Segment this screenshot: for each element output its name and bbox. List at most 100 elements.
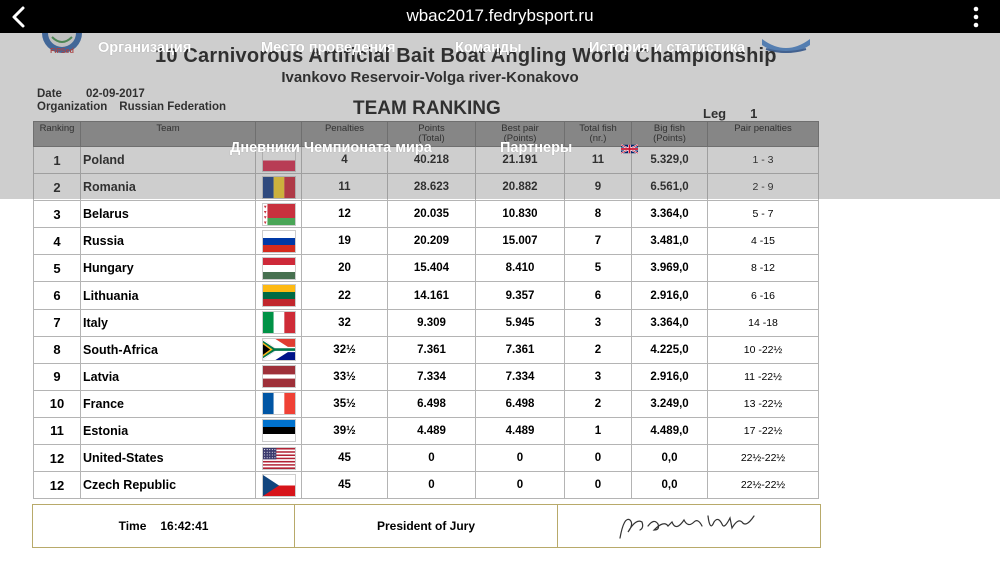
table-row: 7 Italy 32 9.309 5.945 3 3.364,0 14 -18 — [33, 308, 819, 337]
header-points: Points (Total) — [387, 121, 476, 147]
team-name-cell: United-States — [80, 444, 256, 473]
table-row: 1 Poland 4 40.218 21.191 11 5.329,0 1 - 3 — [33, 145, 819, 175]
penalties-cell: 45 — [301, 444, 388, 473]
results-document: FIPSed 10 Carnivorous Artificial Bait Bo… — [0, 33, 1000, 561]
latvia-flag-icon — [261, 365, 296, 389]
date-label: Date — [37, 88, 62, 100]
president-of-jury-cell: President of Jury — [295, 505, 558, 547]
nav-item-organization[interactable]: Организация — [98, 40, 192, 56]
total-fish-cell: 9 — [564, 173, 632, 202]
date-value: 02-09-2017 — [85, 88, 145, 100]
penalties-cell: 32½ — [301, 335, 388, 364]
pair-penalties-cell: 10 -22½ — [707, 335, 819, 364]
nav-item-diaries[interactable]: Дневники Чемпионата мира — [230, 140, 432, 156]
flag-cell — [255, 416, 302, 446]
romania-flag-icon — [261, 175, 296, 199]
nav-item-history-statistics[interactable]: История и статистика — [589, 40, 746, 56]
flag-cell — [255, 173, 302, 202]
table-header-row: Ranking Team Penalties Points (Total) Bes… — [33, 121, 819, 147]
site-nav-overlay — [0, 33, 1000, 199]
pair-penalties-cell: 6 -16 — [707, 281, 819, 310]
address-bar[interactable]: wbac2017.fedrybsport.ru — [406, 6, 594, 25]
table-row: 11 Estonia 39½ 4.489 4.489 1 4.489,0 17 -22½ — [33, 416, 819, 446]
total-fish-cell: 0 — [564, 471, 632, 500]
team-name-cell: Belarus — [80, 200, 256, 229]
total-fish-cell: 2 — [564, 389, 632, 418]
big-fish-cell: 3.969,0 — [631, 254, 708, 283]
big-fish-cell: 4.489,0 — [631, 416, 708, 446]
big-fish-cell: 2.916,0 — [631, 281, 708, 310]
document-subtitle: Ivankovo Reservoir-Volga river-Konakovo — [281, 69, 579, 86]
rank-cell: 2 — [33, 173, 81, 202]
more-button[interactable] — [964, 5, 988, 29]
estonia-flag-icon — [261, 419, 296, 443]
table-row: 10 France 35½ 6.498 6.498 2 3.249,0 13 -22½ — [33, 389, 819, 418]
pair-penalties-cell: 11 -22½ — [707, 362, 819, 391]
team-name-cell: Poland — [80, 145, 256, 175]
total-fish-cell: 1 — [564, 416, 632, 446]
table-row: 2 Romania 11 28.623 20.882 9 6.561,0 2 - 9 — [33, 173, 819, 202]
penalties-cell: 12 — [301, 200, 388, 229]
header-big-fish: Big fish (Points) — [631, 121, 708, 147]
big-fish-cell: 0,0 — [631, 444, 708, 473]
france-flag-icon — [261, 392, 296, 416]
table-row: 9 Latvia 33½ 7.334 7.334 3 2.916,0 11 -22½ — [33, 362, 819, 391]
header-ranking: Ranking — [33, 121, 81, 147]
points-cell: 0 — [387, 444, 476, 473]
rank-cell: 12 — [33, 471, 81, 500]
team-name-cell: Hungary — [80, 254, 256, 283]
organization-line: Organization Russian Federation — [37, 101, 226, 113]
organization-label: Organization — [37, 101, 108, 113]
penalties-cell: 20 — [301, 254, 388, 283]
flag-cell — [255, 308, 302, 337]
team-name-cell: Italy — [80, 308, 256, 337]
document-title: 10 Carnivorous Artificial Bait Boat Angl… — [155, 45, 777, 67]
pair-penalties-cell: 14 -18 — [707, 308, 819, 337]
total-fish-cell: 6 — [564, 281, 632, 310]
penalties-cell: 39½ — [301, 416, 388, 446]
date-line: Date 02-09-2017 — [37, 88, 145, 100]
total-fish-cell: 0 — [564, 444, 632, 473]
nav-item-partners[interactable]: Партнеры — [500, 140, 573, 156]
flag-cell — [255, 335, 302, 364]
pair-penalties-cell: 4 -15 — [707, 227, 819, 256]
time-label: Time — [118, 519, 147, 533]
rank-cell: 9 — [33, 362, 81, 391]
logo-text: FIPSed — [50, 48, 74, 55]
flag-cell — [255, 200, 302, 229]
table-row: 3 Belarus 12 20.035 10.830 8 3.364,0 5 - 7 — [33, 200, 819, 229]
total-fish-cell: 5 — [564, 254, 632, 283]
more-vertical-icon — [973, 6, 979, 28]
fips-logo: FIPSed — [42, 33, 82, 55]
table-row: 8 South-Africa 32½ 7.361 7.361 2 4.225,0 10 -22… — [33, 335, 819, 364]
team-name-cell: Russia — [80, 227, 256, 256]
team-name-cell: Czech Republic — [80, 471, 256, 500]
best-pair-cell: 9.357 — [475, 281, 565, 310]
back-button[interactable] — [8, 4, 32, 30]
total-fish-cell: 3 — [564, 308, 632, 337]
penalties-cell: 22 — [301, 281, 388, 310]
rank-cell: 4 — [33, 227, 81, 256]
flag-cell — [255, 444, 302, 473]
team-name-cell: South-Africa — [80, 335, 256, 364]
flag-cell — [255, 145, 302, 175]
nav-item-teams[interactable]: Команды — [455, 40, 522, 56]
points-cell: 14.161 — [387, 281, 476, 310]
total-fish-cell: 8 — [564, 200, 632, 229]
time-cell: Time 16:42:41 — [33, 505, 295, 547]
points-cell: 0 — [387, 471, 476, 500]
uk-flag-icon[interactable] — [621, 143, 638, 155]
points-cell: 7.361 — [387, 335, 476, 364]
rank-cell: 12 — [33, 444, 81, 473]
points-cell: 4.489 — [387, 416, 476, 446]
best-pair-cell: 0 — [475, 444, 565, 473]
rank-cell: 6 — [33, 281, 81, 310]
big-fish-cell: 3.249,0 — [631, 389, 708, 418]
points-cell: 20.209 — [387, 227, 476, 256]
header-total-fish: Total fish (nr.) — [564, 121, 632, 147]
total-fish-cell: 3 — [564, 362, 632, 391]
nav-item-venue[interactable]: Место проведения — [261, 40, 396, 56]
best-pair-cell: 6.498 — [475, 389, 565, 418]
italy-flag-icon — [261, 311, 296, 335]
signature-footer: Time 16:42:41 President of Jury — [32, 504, 821, 548]
